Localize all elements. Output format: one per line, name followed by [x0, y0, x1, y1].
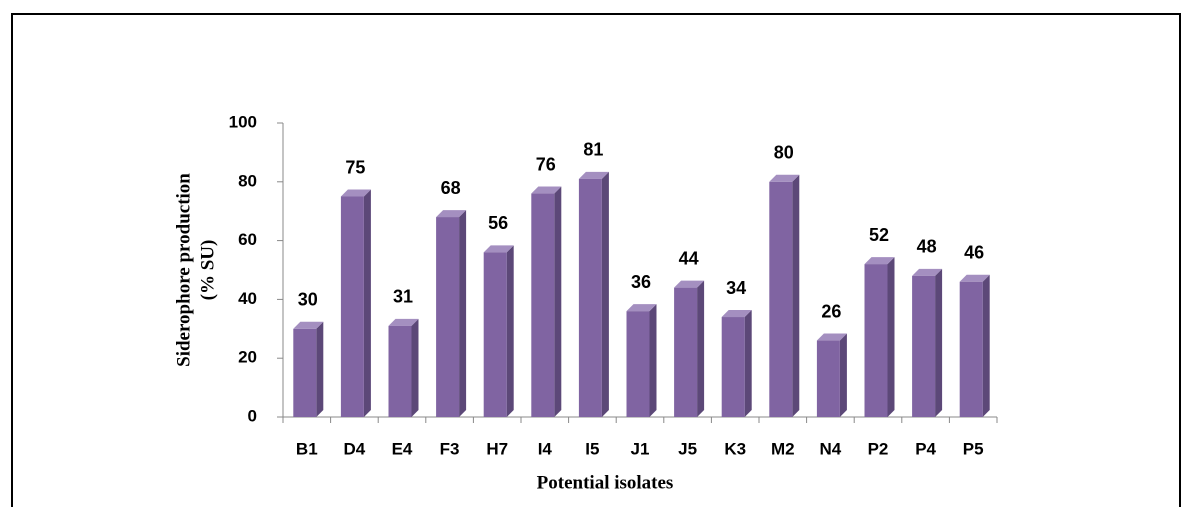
y-tick-label: 80: [238, 171, 257, 190]
bar-side: [554, 186, 562, 417]
value-label: 56: [488, 213, 508, 233]
bar-top: [626, 304, 657, 312]
value-label: 80: [774, 143, 794, 163]
bar: [816, 340, 840, 417]
bar-top: [912, 268, 943, 276]
y-tick-label: 60: [238, 230, 257, 249]
bar: [388, 325, 412, 417]
bar-side: [792, 174, 800, 417]
y-tick-label: 20: [238, 348, 257, 367]
value-label: 52: [869, 225, 889, 245]
value-label: 44: [679, 248, 699, 268]
bar-side: [982, 274, 990, 417]
bar-side: [363, 189, 371, 417]
bar: [531, 193, 555, 417]
bar-top: [340, 189, 371, 197]
value-label: 81: [583, 140, 603, 160]
x-tick-label: P4: [915, 439, 936, 458]
value-label: 31: [393, 287, 413, 307]
bar: [340, 196, 364, 417]
bar-side: [316, 321, 324, 417]
bar: [674, 287, 698, 417]
bar-side: [935, 268, 943, 417]
bar-top: [578, 171, 609, 179]
x-tick-label: K3: [724, 439, 746, 458]
bar-side: [839, 333, 847, 417]
x-tick-label: J1: [631, 439, 650, 458]
y-tick-label: 100: [229, 112, 257, 131]
x-tick-label: N4: [820, 439, 842, 458]
bar-top: [674, 280, 705, 288]
x-tick-label: J5: [678, 439, 697, 458]
bar-side: [887, 257, 895, 417]
bar-top: [436, 210, 467, 218]
bar-side: [601, 171, 609, 417]
y-axis-title: Siderophore production (% SU): [173, 173, 218, 367]
bar: [483, 252, 507, 417]
x-tick-label: P5: [963, 439, 984, 458]
value-label: 34: [726, 278, 746, 298]
bar-side: [697, 280, 705, 417]
value-label: 68: [441, 178, 461, 198]
bar-side: [649, 304, 657, 417]
bar: [578, 178, 602, 417]
x-tick-label: M2: [771, 439, 795, 458]
bar-top: [293, 321, 324, 329]
bar: [769, 181, 793, 417]
x-tick-label: H7: [486, 439, 508, 458]
y-axis-title-line: (% SU): [197, 240, 218, 301]
bar: [864, 264, 888, 417]
bar-top: [864, 257, 895, 265]
y-axis-title-line: Siderophore production: [173, 173, 194, 367]
x-tick-label: I4: [538, 439, 553, 458]
value-label: 36: [631, 272, 651, 292]
bar-top: [483, 245, 514, 253]
bar-side: [459, 210, 467, 417]
bar-side: [506, 245, 514, 417]
x-tick-label: D4: [344, 439, 366, 458]
frame: [11, 13, 1181, 507]
bar-top: [531, 186, 562, 194]
x-tick-label: E4: [392, 439, 413, 458]
value-label: 76: [536, 154, 556, 174]
value-label: 75: [345, 157, 365, 177]
bar-top: [388, 318, 419, 326]
x-tick-label: P2: [868, 439, 889, 458]
bar-side: [744, 310, 752, 417]
x-tick-label: B1: [296, 439, 318, 458]
value-label: 30: [298, 290, 318, 310]
bar: [721, 317, 745, 417]
bar-side: [411, 318, 419, 417]
bar: [626, 311, 650, 417]
x-tick-label: I5: [585, 439, 599, 458]
bar: [293, 328, 317, 417]
bar: [436, 217, 460, 417]
x-axis-title: Potential isolates: [537, 472, 674, 493]
bar: [959, 281, 983, 417]
bar-top: [816, 333, 847, 341]
bar-top: [721, 310, 752, 318]
x-tick-label: F3: [440, 439, 460, 458]
y-tick-label: 40: [238, 289, 257, 308]
value-label: 26: [821, 301, 841, 321]
bar-top: [959, 274, 990, 282]
y-tick-label: 0: [248, 406, 257, 425]
value-label: 48: [917, 237, 937, 257]
bar-top: [769, 174, 800, 182]
bar: [912, 275, 936, 417]
value-label: 46: [964, 243, 984, 263]
